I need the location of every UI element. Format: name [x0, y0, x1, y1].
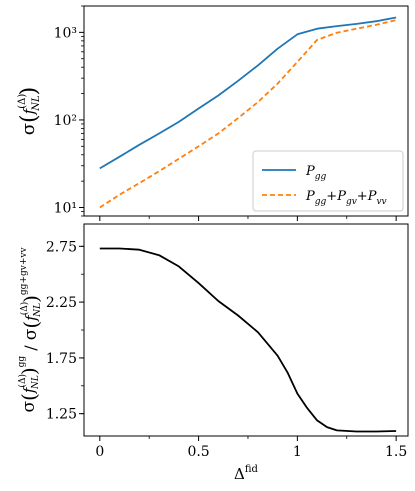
bottom-y-tick-label: 1.25	[46, 407, 77, 423]
top-y-tick-label: 10³	[54, 25, 77, 41]
bottom-y-tick-label: 1.75	[46, 351, 77, 367]
bottom-x-tick-label: 0.5	[187, 444, 209, 460]
svg-text:σ(f(Δ)NL)gg / σ(f(Δ)NL)gg+gv+v: σ(f(Δ) NL)gg / σ(f(Δ) NL)gg+gv+vv	[17, 247, 43, 413]
legend-box	[252, 150, 404, 212]
legend-label-total: Pgg+Pgv+Pvv	[305, 189, 387, 207]
bottom-plot-frame	[83, 223, 409, 437]
top-series-group	[99, 16, 397, 209]
bottom-y-axis-label: σ(f(Δ) NL)gg / σ(f(Δ) NL)gg+gv+vv	[17, 247, 43, 413]
legend-label-pgg: Pgg	[305, 164, 327, 182]
top-y-tick-label: 10¹	[54, 201, 77, 217]
bottom-series-line-0	[99, 247, 397, 433]
top-y-ticks: 10¹ 10² 10³	[54, 5, 397, 221]
top-series-line-0	[99, 16, 397, 170]
bottom-x-tick-label: 0	[95, 444, 104, 460]
bottom-x-tick-label: 1.5	[385, 444, 407, 460]
bottom-y-tick-label: 2.25	[46, 295, 77, 311]
bottom-x-tick-label: 1	[293, 444, 302, 460]
top-y-axis-label: σ(f(Δ) NL)	[17, 87, 42, 135]
bottom-y-tick-label: 2.75	[46, 239, 77, 255]
svg-text:σ(f(Δ)NL): σ(f(Δ) NL)	[17, 87, 42, 135]
top-series-line-1	[99, 19, 397, 209]
top-plot-frame	[83, 5, 409, 217]
bottom-ticks: 1.25 1.75 2.25 2.75 0 0.5 1 1.5	[46, 239, 407, 460]
x-axis-label: Δfid	[234, 464, 259, 483]
legend: Pgg Pgg+Pgv+Pvv	[252, 150, 404, 212]
top-y-tick-label: 10²	[54, 113, 77, 129]
bottom-series-group	[99, 247, 397, 433]
